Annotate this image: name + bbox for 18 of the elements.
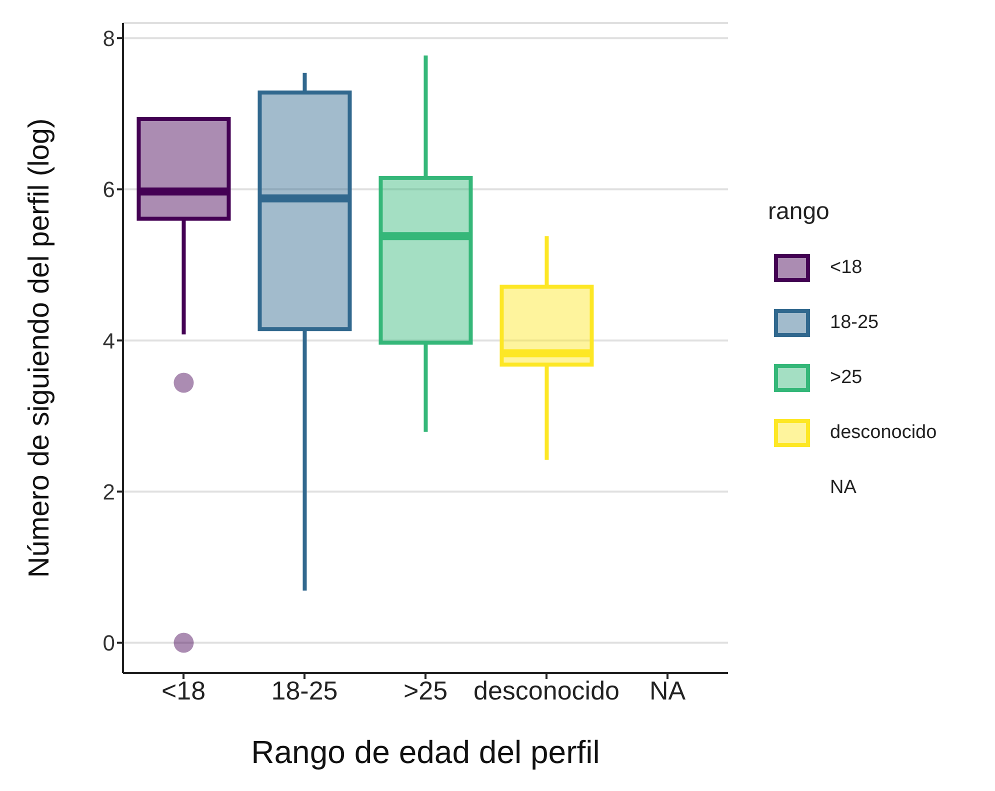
legend-label: 18-25 (830, 312, 879, 334)
y-tick-label: 4 (102, 328, 115, 354)
y-tick-label: 2 (102, 479, 115, 504)
y-tick-label: 6 (102, 177, 115, 202)
legend-label: <18 (830, 256, 862, 278)
legend-title: rango (768, 198, 830, 226)
y-tick-label: 0 (102, 630, 115, 656)
legend-label: desconocido (830, 422, 937, 444)
x-tick-label: >25 (403, 675, 448, 706)
x-axis-title: Rango de edad del perfil (251, 734, 600, 770)
x-tick-label: 18-25 (271, 675, 338, 706)
x-tick-label: <18 (161, 675, 206, 706)
text: NA (830, 476, 856, 498)
legend-label: >25 (830, 366, 862, 388)
y-axis-title: Número de siguiendo del perfil (log) (23, 118, 56, 578)
y-tick-label: 8 (102, 26, 115, 51)
x-tick-label: desconocido (474, 675, 620, 706)
x-tick-label: NA (649, 675, 686, 706)
